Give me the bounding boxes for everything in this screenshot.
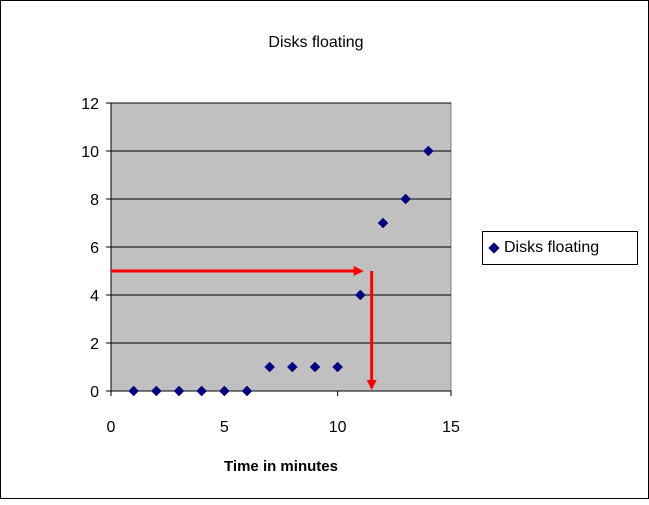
chart-title: Disks floating [268,34,363,51]
x-tick-label: 10 [329,419,347,436]
data-point [286,361,298,373]
data-point [196,385,208,397]
legend: Disks floating [482,231,638,265]
y-tick-label: 6 [90,240,99,257]
y-tick-label: 4 [90,288,99,305]
data-point [218,385,230,397]
y-tick-label: 8 [90,192,99,209]
y-tick-label: 0 [90,384,99,401]
data-point [264,361,276,373]
data-point [309,361,321,373]
x-tick-label: 15 [442,419,460,436]
data-point [332,361,344,373]
legend-diamond-icon [488,242,500,254]
y-tick-label: 12 [81,96,99,113]
x-axis-ticks: 0 5 10 15 [107,391,460,436]
data-point [422,145,434,157]
y-axis-ticks: 0 2 4 6 8 10 12 [81,96,111,401]
data-point [150,385,162,397]
data-point [354,289,366,301]
legend-label: Disks floating [504,239,600,256]
data-point [173,385,185,397]
data-point [400,193,412,205]
x-tick-label: 0 [107,419,116,436]
x-tick-label: 5 [220,419,229,436]
data-point [128,385,140,397]
data-point [377,217,389,229]
data-point [241,385,253,397]
x-axis-label: Time in minutes [224,458,338,475]
annotation-arrows [111,266,377,390]
series-points [128,145,434,397]
y-tick-label: 2 [90,336,99,353]
y-gridlines [111,102,451,344]
y-tick-label: 10 [81,144,99,161]
